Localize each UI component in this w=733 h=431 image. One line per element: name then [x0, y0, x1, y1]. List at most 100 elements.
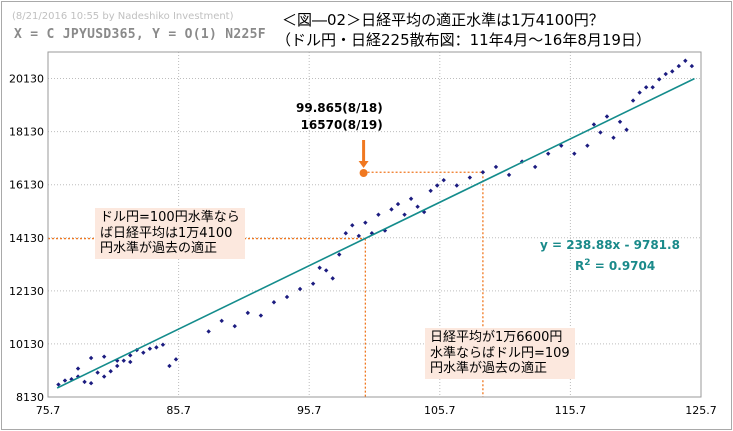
trend-line-layer: [56, 77, 695, 389]
data-point: [350, 223, 355, 228]
data-point: [369, 231, 375, 236]
data-point: [663, 71, 668, 77]
data-point: [434, 183, 440, 188]
y-tick-label: 8130: [16, 391, 44, 404]
r-squared-exponent: 2: [584, 258, 591, 268]
data-point: [585, 143, 590, 148]
data-point: [56, 382, 61, 387]
data-point: [82, 379, 87, 385]
data-point: [258, 313, 264, 318]
data-point: [683, 58, 688, 63]
data-point: [480, 170, 486, 175]
data-point: [232, 323, 237, 329]
data-point: [598, 130, 603, 135]
y-tick-label: 10130: [9, 338, 44, 351]
data-point: [630, 98, 636, 103]
data-point: [532, 164, 538, 170]
highlight-layer: [358, 140, 369, 178]
data-point: [545, 151, 551, 156]
data-point: [493, 164, 499, 170]
data-point: [317, 265, 322, 270]
data-points: [56, 58, 695, 387]
data-point: [108, 369, 113, 374]
data-point: [337, 252, 342, 257]
data-point: [323, 268, 329, 273]
highlight-point: [359, 169, 368, 178]
data-point: [676, 63, 681, 69]
data-point: [101, 354, 107, 359]
data-point: [160, 342, 166, 347]
y-tick-label: 12130: [9, 285, 44, 298]
data-point: [75, 366, 81, 371]
chart-subtitle: （ドル円・日経225散布図：11年4月〜16年8月19日）: [276, 31, 651, 49]
data-point: [637, 90, 642, 95]
chart-title: ＜図―02＞日経平均の適正水準は1万4100円？: [282, 11, 604, 29]
data-point: [297, 286, 303, 292]
data-point: [121, 358, 126, 363]
r-squared-value: = 0.9704: [590, 259, 656, 273]
data-point: [310, 281, 316, 286]
x-tick-label: 95.7: [297, 404, 322, 417]
credit-text: (8/21/2016 10:55 by Nadeshiko Investment…: [12, 11, 234, 22]
data-point: [402, 212, 407, 217]
data-point: [154, 345, 159, 350]
highlight-callout: 99.865(8/18) 16570(8/19): [296, 101, 383, 132]
data-point: [376, 212, 381, 217]
data-point: [689, 63, 695, 69]
x-tick-label: 105.7: [424, 404, 456, 417]
data-point: [441, 177, 446, 183]
data-point: [559, 143, 564, 148]
y-tick-label: 18130: [9, 126, 44, 139]
plot-area-border: [47, 51, 702, 398]
data-point: [128, 353, 133, 358]
data-point: [88, 355, 94, 361]
data-point: [206, 329, 211, 334]
x-tick-label: 75.7: [36, 404, 61, 417]
data-point: [604, 114, 610, 119]
data-point: [141, 350, 146, 355]
data-point: [408, 196, 414, 201]
data-point: [356, 233, 362, 239]
data-point: [415, 204, 420, 209]
data-point: [88, 381, 94, 386]
data-point: [657, 77, 662, 82]
data-point: [650, 85, 655, 90]
tick-labels: 75.7 85.7 95.7 105.7 115.7 125.7 8130 10130 1213…: [9, 73, 717, 417]
data-point: [167, 363, 172, 369]
x-tick-label: 85.7: [166, 404, 191, 417]
data-point: [330, 276, 335, 281]
data-point: [389, 207, 394, 212]
data-point: [506, 172, 512, 178]
data-point: [395, 201, 401, 207]
data-point: [572, 151, 577, 156]
data-point: [219, 318, 224, 324]
data-point: [454, 183, 459, 188]
regression-equation: y = 238.88x - 9781.8: [540, 238, 680, 252]
data-point: [428, 188, 433, 193]
data-point: [271, 300, 277, 305]
data-point: [467, 175, 473, 180]
data-point: [670, 69, 675, 74]
data-point: [95, 370, 100, 375]
data-point: [173, 357, 179, 362]
data-point: [115, 363, 120, 369]
y-tick-label: 20130: [9, 73, 44, 86]
data-point: [363, 220, 368, 225]
data-point: [245, 310, 251, 316]
data-point: [611, 135, 616, 140]
r-squared-label: R2 = 0.9704: [575, 258, 655, 273]
axes-formula-text: X = C JPYUSD365, Y = O(1) N225F: [14, 27, 266, 42]
r-squared-prefix: R: [575, 259, 585, 273]
data-point: [343, 231, 348, 236]
highlight-arrow-head: [358, 161, 369, 169]
data-point: [62, 378, 68, 383]
data-point: [617, 119, 623, 124]
x-tick-label: 125.7: [685, 404, 717, 417]
bottom-annotation-box: 日経平均が1万6600円 水準ならばドル円=109 円水準が過去の適正: [425, 328, 575, 379]
data-point: [128, 359, 133, 365]
data-point: [147, 346, 153, 351]
x-tick-label: 115.7: [555, 404, 587, 417]
data-point: [624, 127, 629, 132]
trend-line: [56, 77, 695, 389]
